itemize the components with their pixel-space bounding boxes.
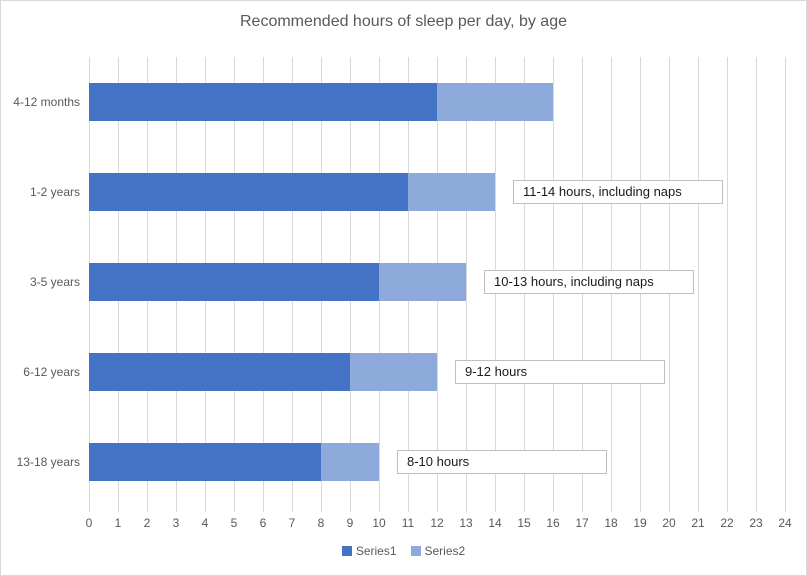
x-axis-tick [494, 507, 496, 512]
bar-segment-series1 [89, 353, 350, 391]
x-tick-label: 4 [201, 516, 209, 530]
x-tick-label: 22 [720, 516, 734, 530]
y-category-label: 3-5 years [29, 275, 80, 289]
chart-legend: Series1 Series2 [1, 544, 806, 558]
x-tick-label: 1 [114, 516, 122, 530]
y-category-label: 13-18 years [16, 455, 80, 469]
x-axis-tick [407, 507, 409, 512]
x-tick-label: 10 [372, 516, 386, 530]
x-axis-tick [291, 507, 293, 512]
bar-segment-series2 [350, 353, 437, 391]
x-axis-tick [146, 507, 148, 512]
x-tick-label: 12 [430, 516, 444, 530]
bar-segment-series1 [89, 443, 321, 481]
gridline [726, 57, 728, 507]
x-tick-label: 21 [691, 516, 705, 530]
x-tick-label: 16 [546, 516, 560, 530]
bar-segment-series2 [408, 173, 495, 211]
bar-segment-series1 [89, 263, 379, 301]
x-tick-label: 24 [778, 516, 792, 530]
x-tick-label: 0 [85, 516, 93, 530]
x-axis-tick [610, 507, 612, 512]
gridline [755, 57, 757, 507]
annotation-box: 8-10 hours [397, 450, 607, 474]
x-tick-label: 20 [662, 516, 676, 530]
x-tick-label: 9 [346, 516, 354, 530]
annotation-box: 11-14 hours, including naps [513, 180, 723, 204]
gridline [784, 57, 786, 507]
bar-segment-series1 [89, 173, 408, 211]
x-tick-label: 17 [575, 516, 589, 530]
annotation-box: 9-12 hours [455, 360, 665, 384]
x-axis-tick [755, 507, 757, 512]
x-tick-label: 14 [488, 516, 502, 530]
x-axis-tick [378, 507, 380, 512]
annotation-box: 10-13 hours, including naps [484, 270, 694, 294]
x-axis-tick [320, 507, 322, 512]
x-axis-tick [88, 507, 90, 512]
x-axis-tick [581, 507, 583, 512]
x-tick-label: 3 [172, 516, 180, 530]
x-axis-tick [436, 507, 438, 512]
bar-segment-series2 [321, 443, 379, 481]
y-category-label: 6-12 years [23, 365, 80, 379]
x-axis-tick [726, 507, 728, 512]
x-axis-tick [262, 507, 264, 512]
x-axis-tick [552, 507, 554, 512]
x-axis-tick [697, 507, 699, 512]
x-tick-label: 23 [749, 516, 763, 530]
bar-segment-series2 [379, 263, 466, 301]
x-axis-tick [204, 507, 206, 512]
x-tick-label: 2 [143, 516, 151, 530]
x-tick-label: 6 [259, 516, 267, 530]
gridline [465, 57, 467, 507]
x-axis-tick [117, 507, 119, 512]
x-axis-tick [784, 507, 786, 512]
legend-item-series1: Series1 [341, 544, 397, 558]
gridline [697, 57, 699, 507]
x-axis-tick [465, 507, 467, 512]
legend-marker-icon [341, 546, 352, 556]
legend-label: Series2 [424, 544, 466, 558]
x-axis-tick [175, 507, 177, 512]
x-tick-label: 13 [459, 516, 473, 530]
x-tick-label: 8 [317, 516, 325, 530]
x-axis-tick [668, 507, 670, 512]
x-tick-label: 19 [633, 516, 647, 530]
y-category-label: 1-2 years [29, 185, 80, 199]
y-category-label: 4-12 months [13, 95, 80, 109]
x-tick-label: 11 [401, 516, 415, 530]
bar-segment-series1 [89, 83, 437, 121]
x-tick-label: 15 [517, 516, 531, 530]
bar-segment-series2 [437, 83, 553, 121]
x-axis-tick [349, 507, 351, 512]
legend-label: Series1 [355, 544, 397, 558]
chart-title: Recommended hours of sleep per day, by a… [239, 13, 567, 30]
x-tick-label: 18 [604, 516, 618, 530]
x-tick-label: 7 [288, 516, 296, 530]
x-tick-label: 5 [230, 516, 238, 530]
legend-marker-icon [410, 546, 421, 556]
x-axis-tick [233, 507, 235, 512]
x-axis-tick [523, 507, 525, 512]
x-axis-tick [639, 507, 641, 512]
legend-item-series2: Series2 [410, 544, 466, 558]
